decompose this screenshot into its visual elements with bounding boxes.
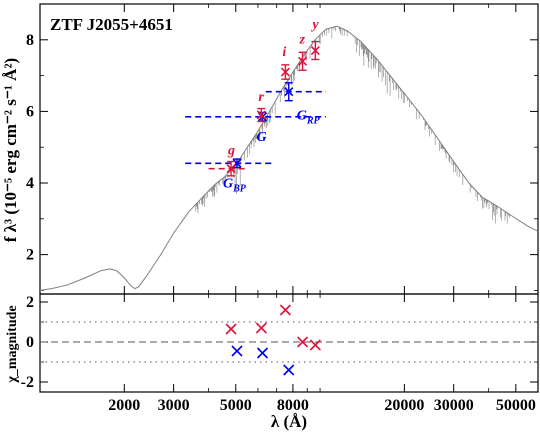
x-tick-label: 5000 [220,397,252,414]
band-labels: g r izy G GBP GRP [223,18,321,195]
ztf-ps1-point-r [256,107,266,123]
residual-ztf-ps1-1 [255,322,267,334]
band-label-y: y [310,18,319,33]
y-top-tick-label: 2 [26,247,34,264]
residual-gaia-1 [256,347,269,359]
model-absorption-lines [195,26,510,224]
cross-marker [284,87,294,97]
model-continuum [39,25,539,291]
y-top-tick-label: 8 [26,32,34,49]
residual-ztf-ps1-0 [225,323,237,335]
axis-ticks: 2000 3000 5000 8000 20000 30000 50000 2 4 6 8 -2 0 2 [21,3,539,414]
y-bottom-tick-label: -2 [21,374,34,391]
band-label-G-BP: GBP [223,176,247,194]
band-label-G: G [257,130,267,145]
residual-ztf-ps1-2 [279,304,291,316]
cross-marker [283,364,295,376]
gaia-point-G_RP [265,82,327,102]
band-label-z: z [299,32,306,47]
ztf-ps1-point-i [280,64,290,80]
residual-gaia-2 [283,364,295,376]
x-tick-label: 2000 [108,397,140,414]
residual-points [225,304,321,376]
x-tick-label: 3000 [158,397,190,414]
ztf-ps1-point-y [310,40,320,61]
photometry-points [185,40,327,177]
cross-marker [231,345,243,357]
y-axis-label-bottom: χ_magnitude [5,305,20,383]
cross-marker [310,45,320,56]
cross-marker [256,110,266,120]
cross-marker [225,323,237,335]
band-label-g: g [227,144,235,159]
cross-marker [298,56,308,66]
x-tick-label: 8000 [277,397,309,414]
sed-panel-frame [39,3,539,295]
x-axis-label: λ (Å) [271,412,307,431]
y-bottom-tick-label: 2 [26,294,34,311]
residual-gaia-0 [231,345,243,357]
y-top-tick-label: 6 [26,103,34,120]
x-tick-label: 50000 [496,397,536,414]
model-spectrum [39,25,539,291]
x-tick-label: 20000 [384,397,424,414]
cross-marker [256,347,269,359]
cross-marker [297,336,309,348]
residual-ztf-ps1-3 [297,336,309,348]
cross-marker [226,164,236,174]
residual-reference-lines [40,321,538,363]
y-axis-label-top: f λ³ (10⁻⁵ erg cm⁻² s⁻¹ Å²) [1,58,20,242]
ztf-ps1-point-z [298,51,308,71]
y-top-tick-label: 4 [26,175,34,192]
gaia-point-G_BP [185,158,274,169]
band-label-r: r [258,90,264,105]
ztf-ps1-point-g [208,160,248,177]
cross-marker [280,67,290,77]
band-label-G-RP: GRP [297,109,321,127]
y-bottom-tick-label: 0 [26,334,34,351]
residual-ztf-ps1-4 [309,339,321,351]
cross-marker [255,322,267,334]
cross-marker [309,339,321,351]
cross-marker [279,304,291,316]
band-label-i: i [282,45,286,60]
chart-title: ZTF J2055+4651 [50,15,173,34]
residual-panel-frame [39,293,539,393]
x-tick-label: 30000 [434,397,474,414]
